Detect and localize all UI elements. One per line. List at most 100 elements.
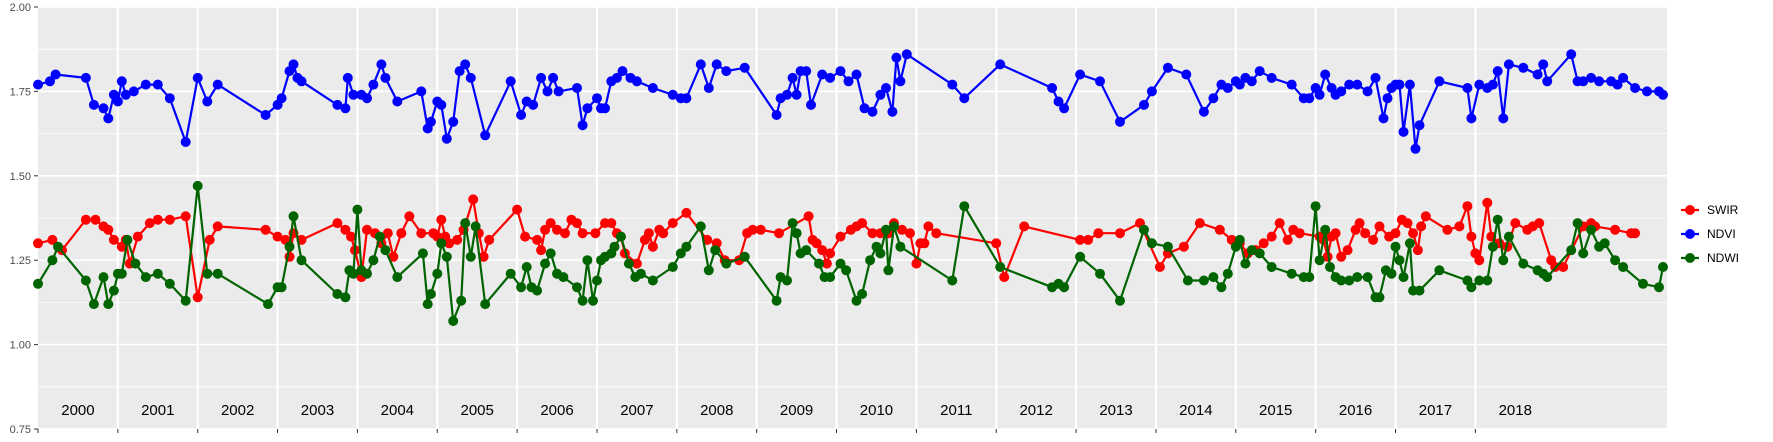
swir-point	[923, 221, 934, 232]
ndvi-point	[895, 76, 906, 87]
swir-point	[606, 218, 617, 229]
ndwi-point	[192, 180, 203, 191]
swir-point	[47, 234, 58, 245]
ndvi-point	[436, 99, 447, 110]
swir-point	[416, 228, 427, 239]
ndvi-point	[392, 96, 403, 107]
ndwi-point	[276, 282, 287, 293]
swir-point	[658, 228, 669, 239]
ndvi-point	[617, 66, 628, 77]
ndwi-point	[1386, 268, 1397, 279]
ndvi-point	[891, 52, 902, 63]
ndvi-point	[695, 59, 706, 70]
ndvi-point	[851, 69, 862, 80]
swir-point	[1083, 234, 1094, 245]
swir-point	[80, 214, 91, 225]
year-label-2000: 2000	[61, 402, 94, 419]
ndwi-point	[422, 299, 433, 310]
ndwi-point	[787, 218, 798, 229]
ndwi-point	[1398, 272, 1409, 283]
ndvi-point	[600, 103, 610, 114]
ndvi-point	[1266, 72, 1277, 83]
swir-point	[382, 228, 393, 239]
ndwi-point	[362, 268, 372, 279]
ndvi-point	[45, 76, 55, 87]
year-label-2011: 2011	[940, 402, 972, 419]
ndvi-point	[340, 103, 351, 114]
swir-point	[536, 245, 547, 256]
ndvi-point	[835, 66, 846, 77]
ndwi-point	[739, 251, 750, 262]
ndwi-point	[288, 211, 299, 222]
legend-label: NDVI	[1707, 227, 1736, 241]
ndwi-point	[80, 275, 91, 286]
ndwi-point	[436, 238, 447, 249]
ndwi-point	[1390, 241, 1401, 252]
swir-point	[1178, 241, 1189, 252]
ndwi-point	[470, 221, 481, 232]
ndvi-point	[825, 72, 836, 83]
ndwi-point	[675, 248, 686, 259]
ndwi-point	[710, 245, 721, 256]
legend-item-ndvi: NDVI	[1681, 227, 1736, 241]
ndwi-point	[1139, 224, 1149, 235]
swir-point	[1294, 228, 1305, 239]
ndwi-point	[380, 245, 391, 256]
ndvi-point	[572, 83, 582, 93]
ndvi-point	[1466, 113, 1477, 124]
ndvi-point	[376, 59, 387, 70]
year-label-2010: 2010	[860, 402, 893, 419]
swir-point	[857, 218, 868, 229]
ndvi-point	[536, 72, 547, 83]
ndvi-point	[1642, 86, 1652, 97]
year-label-2018: 2018	[1499, 402, 1532, 419]
ndvi-point	[180, 137, 191, 147]
ndwi-point	[532, 285, 543, 296]
swir-point	[1416, 221, 1427, 232]
ndwi-point	[516, 282, 527, 293]
ndwi-point	[1336, 275, 1347, 286]
swir-point	[520, 231, 531, 242]
swir-point	[478, 251, 489, 262]
ndwi-point	[332, 289, 343, 299]
ndwi-point	[1654, 282, 1664, 293]
swir-point	[512, 204, 523, 215]
ndvi-point	[1487, 79, 1498, 90]
year-label-2005: 2005	[461, 402, 494, 419]
swir-point	[931, 228, 942, 239]
swir-point	[396, 228, 407, 239]
ndwi-point	[801, 245, 812, 256]
ndvi-point	[1618, 72, 1629, 83]
ndwi-point	[857, 289, 868, 299]
swir-point	[452, 234, 463, 245]
swir-point	[436, 214, 447, 225]
swir-point	[681, 207, 692, 218]
ndwi-point	[432, 268, 443, 279]
ndvi-point	[192, 72, 203, 83]
legend-swatch-marker	[1685, 253, 1695, 263]
ndwi-point	[1566, 245, 1577, 256]
ndvi-point	[1115, 116, 1125, 127]
ndwi-point	[425, 289, 436, 299]
ndwi-point	[1240, 258, 1251, 269]
y-tick-label: 1.75	[10, 86, 31, 98]
ndvi-point	[1474, 79, 1485, 90]
ndwi-point	[1434, 265, 1445, 276]
swir-point	[1442, 224, 1453, 235]
swir-point	[1408, 228, 1419, 239]
year-label-2012: 2012	[1019, 402, 1052, 419]
ndwi-point	[1578, 248, 1589, 259]
ndwi-point	[88, 299, 99, 310]
ndwi-point	[814, 258, 824, 269]
ndvi-point	[1222, 83, 1233, 93]
ndvi-point	[881, 83, 891, 93]
year-label-2014: 2014	[1179, 402, 1212, 419]
ndwi-point	[1234, 234, 1245, 245]
swir-point	[811, 238, 822, 249]
ndwi-point	[1466, 282, 1477, 293]
ndwi-point	[98, 272, 109, 283]
ndwi-point	[851, 295, 862, 306]
swir-point	[817, 245, 828, 256]
ndvi-point	[425, 116, 436, 127]
swir-point	[444, 238, 455, 249]
